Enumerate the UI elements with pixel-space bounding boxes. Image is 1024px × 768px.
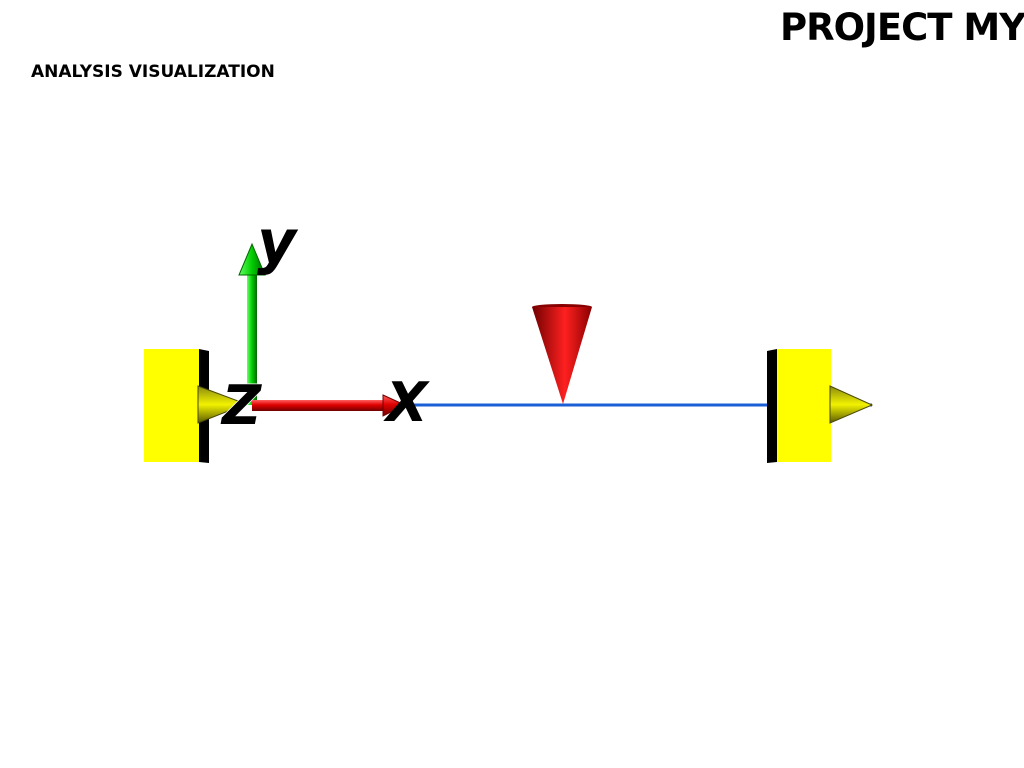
left-support-icon[interactable] xyxy=(144,349,248,463)
z-axis-label: Z xyxy=(220,374,262,437)
y-axis-label: y xyxy=(257,207,299,277)
x-axis-arrow-icon xyxy=(252,394,407,417)
x-axis-label: X xyxy=(383,371,430,434)
right-support-icon[interactable] xyxy=(767,349,874,463)
y-axis-arrow-icon xyxy=(238,242,266,405)
right-reaction-arrow-icon xyxy=(829,385,874,424)
point-load-cone-icon[interactable] xyxy=(532,304,592,404)
analysis-subtitle: ANALYSIS VISUALIZATION xyxy=(31,62,275,82)
left-reaction-arrow-icon xyxy=(197,385,248,424)
project-title: PROJECT MYI xyxy=(780,6,1024,49)
